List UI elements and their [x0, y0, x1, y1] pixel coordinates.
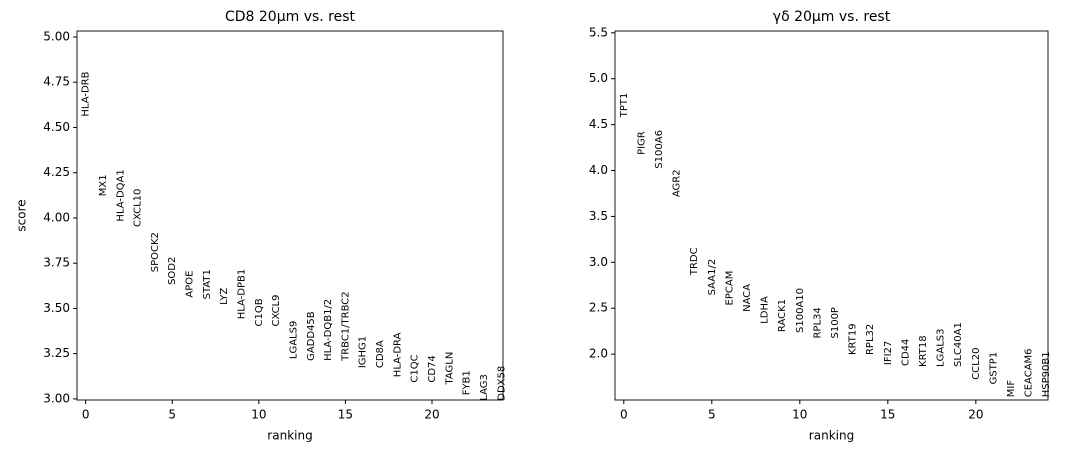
gene-label: S100A6 [654, 130, 665, 169]
y-tick-label: 4.0 [589, 163, 608, 177]
y-tick-label: 3.00 [43, 391, 70, 405]
gene-label: IGHG1 [358, 336, 369, 368]
gene-label: HLA-DRB [81, 71, 92, 116]
x-axis-label: ranking [809, 429, 854, 443]
gene-label: RPL34 [812, 307, 823, 338]
gene-label: TRDC [689, 247, 700, 276]
gene-label: RPL32 [865, 324, 876, 355]
x-tick-label: 10 [251, 408, 266, 422]
gene-label: CCL20 [971, 348, 982, 380]
y-tick-label: 3.25 [43, 346, 70, 360]
y-tick-label: 3.5 [589, 209, 608, 223]
x-tick-label: 15 [338, 408, 353, 422]
chart-title: γδ 20µm vs. rest [773, 9, 891, 25]
gene-label: CD44 [900, 339, 911, 366]
gene-label: TRBC1/TRBC2 [340, 291, 351, 362]
gene-label: NACA [742, 284, 753, 312]
gene-label: IFI27 [883, 341, 894, 365]
gene-label: C1QC [410, 354, 421, 382]
y-tick-label: 4.5 [589, 117, 608, 131]
y-tick-label: 5.5 [589, 25, 608, 39]
gene-label: HLA-DQB1/2 [323, 299, 334, 361]
gene-label: AGR2 [672, 169, 683, 197]
gene-label: S100A10 [795, 288, 806, 333]
y-tick-label: 4.50 [43, 120, 70, 134]
y-tick-label: 2.5 [589, 301, 608, 315]
x-tick-label: 20 [968, 408, 983, 422]
x-axis-label: ranking [267, 429, 312, 443]
gene-label: TPT1 [619, 93, 630, 119]
gene-label: CD8A [375, 340, 386, 368]
x-tick-label: 0 [82, 408, 90, 422]
gene-label: MX1 [98, 174, 109, 196]
gene-label: HLA-DPB1 [237, 269, 248, 320]
x-tick-label: 15 [880, 408, 895, 422]
gene-label: FYB1 [462, 370, 473, 395]
gene-label: TAGLN [444, 352, 455, 386]
gene-label: SLC40A1 [953, 322, 964, 367]
gene-label: CXCL9 [271, 294, 282, 326]
x-tick-label: 0 [620, 408, 628, 422]
gene-label: RACK1 [777, 299, 788, 332]
gene-label: CEACAM6 [1024, 348, 1035, 397]
y-tick-label: 5.0 [589, 71, 608, 85]
gene-label: CXCL10 [133, 189, 144, 227]
gene-label: LGALS9 [288, 321, 299, 359]
x-tick-label: 20 [424, 408, 439, 422]
gene-label: HLA-DQA1 [115, 169, 126, 221]
gene-label: MIF [1006, 380, 1017, 398]
y-tick-label: 2.0 [589, 347, 608, 361]
gene-label: SAA1/2 [707, 259, 718, 296]
gene-label: GSTP1 [988, 352, 999, 385]
chart-title: CD8 20µm vs. rest [225, 9, 356, 25]
y-tick-label: 3.75 [43, 256, 70, 270]
y-tick-label: 3.50 [43, 301, 70, 315]
gene-label: LGALS3 [936, 329, 947, 367]
gene-label: SOD2 [167, 257, 178, 285]
y-tick-label: 4.75 [43, 75, 70, 89]
gene-label: LAG3 [479, 374, 490, 401]
gene-label: HLA-DRA [392, 332, 403, 377]
gene-label: STAT1 [202, 269, 213, 299]
x-tick-label: 10 [792, 408, 807, 422]
gene-label: CD74 [427, 355, 438, 382]
y-axis-label: score [15, 199, 29, 231]
gene-label: DDX58 [496, 366, 507, 401]
x-tick-label: 5 [168, 408, 176, 422]
axes-frame [614, 30, 1049, 401]
gene-label: SPOCK2 [150, 232, 161, 272]
y-tick-label: 4.25 [43, 165, 70, 179]
gene-label: HSP90B1 [1041, 351, 1052, 397]
gene-label: PIGR [636, 131, 647, 155]
x-tick-label: 5 [708, 408, 716, 422]
gene-label: C1QB [254, 298, 265, 326]
gene-label: LYZ [219, 287, 230, 304]
y-tick-label: 4.00 [43, 210, 70, 224]
gene-label: KRT19 [848, 323, 859, 355]
gene-label: APOE [185, 271, 196, 298]
gene-label: KRT18 [918, 335, 929, 367]
gene-label: LDHA [760, 296, 771, 324]
y-tick-label: 5.00 [43, 29, 70, 43]
gene-label: S100P [830, 307, 841, 338]
y-tick-label: 3.0 [589, 255, 608, 269]
gene-label: EPCAM [724, 271, 735, 306]
axes-frame [76, 30, 504, 401]
gene-label: GADD45B [306, 311, 317, 361]
